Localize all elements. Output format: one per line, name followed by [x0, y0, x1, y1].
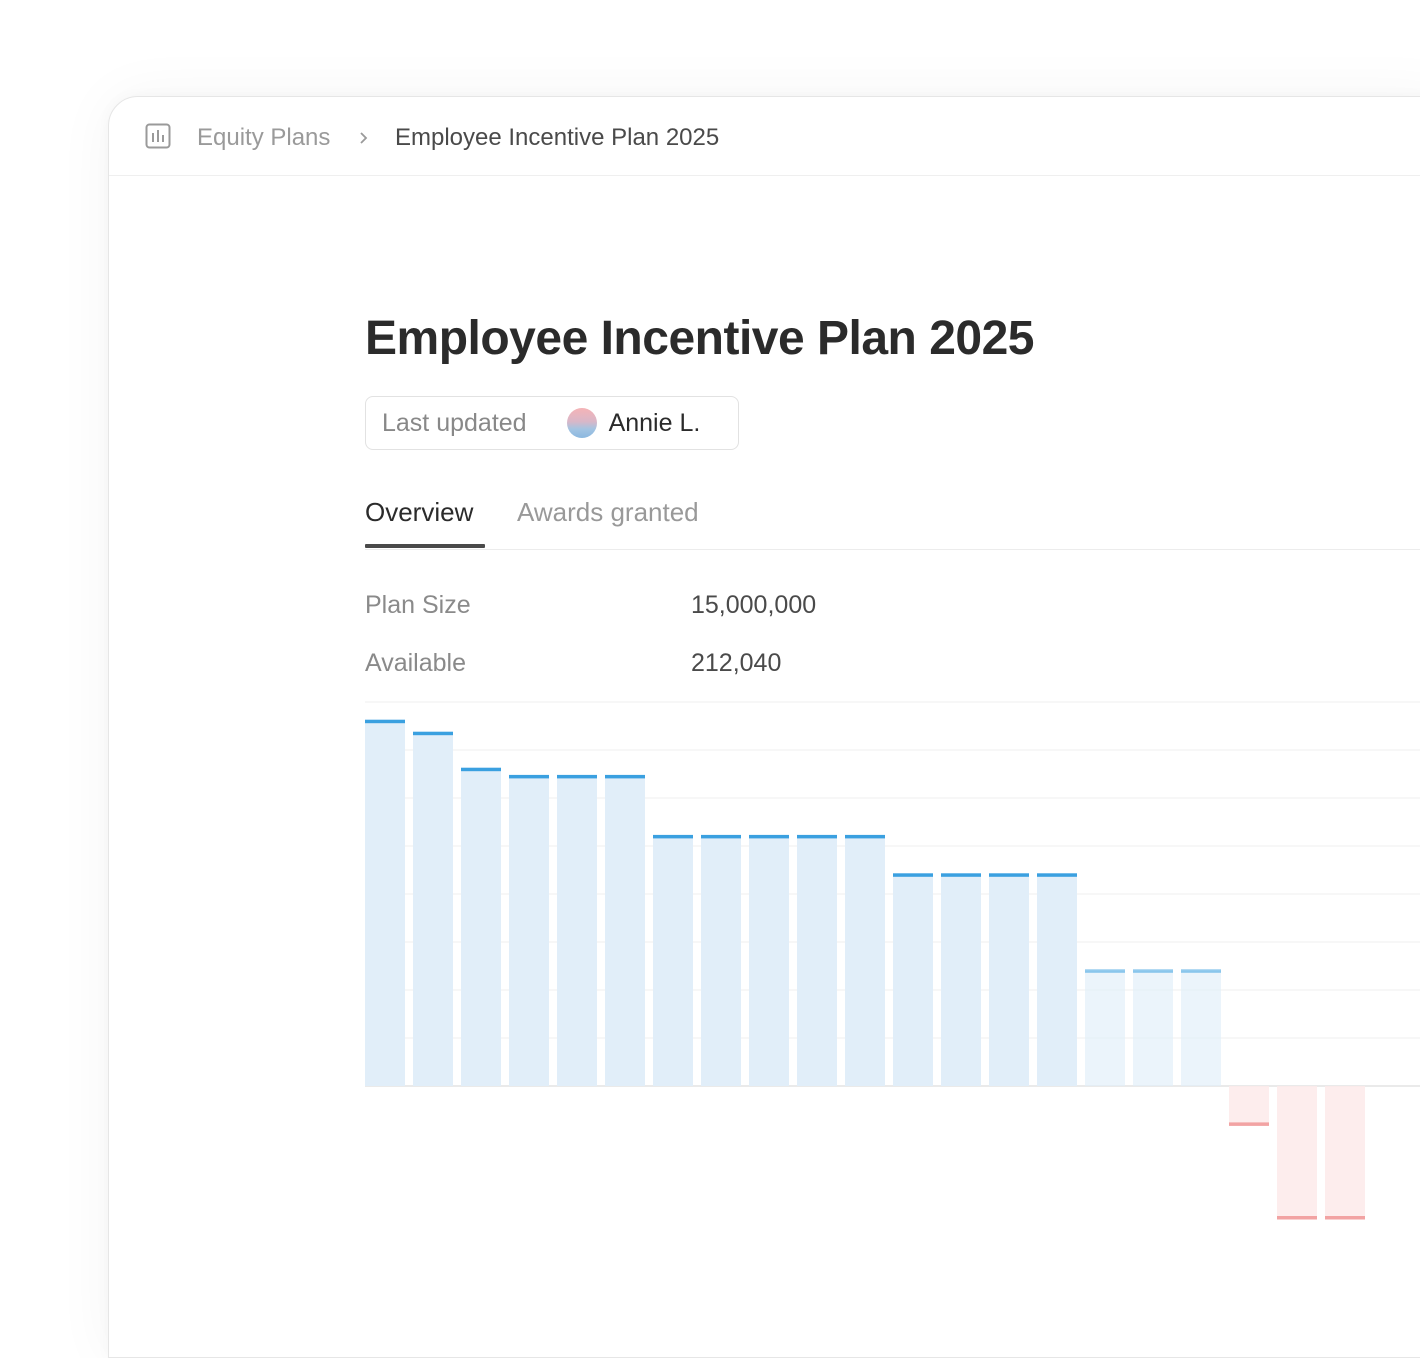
active-tab-indicator — [365, 544, 485, 548]
bar-cap — [1325, 1216, 1365, 1220]
breadcrumb-current: Employee Incentive Plan 2025 — [395, 124, 720, 151]
plan-size-value: 15,000,000 — [691, 591, 817, 619]
chart-bar — [365, 719, 405, 1086]
tab-overview[interactable]: Overview — [365, 497, 474, 527]
bar-cap — [989, 873, 1029, 877]
bar-fill — [605, 776, 645, 1086]
breadcrumb: Equity Plans Employee Incentive Plan 202… — [109, 97, 1420, 176]
bar-cap — [365, 719, 405, 724]
chart-bar — [845, 834, 885, 1086]
avatar — [566, 408, 597, 438]
bar-cap — [1133, 969, 1173, 973]
chart-bar — [1133, 969, 1173, 1086]
bar-fill — [413, 733, 453, 1086]
bar-fill — [1325, 1086, 1365, 1218]
bar-cap — [1277, 1216, 1317, 1220]
bar-fill — [701, 836, 741, 1086]
bar-fill — [509, 776, 549, 1086]
bar-cap — [509, 774, 549, 779]
bar-cap — [605, 774, 645, 779]
last-updated-label: Last updated — [382, 408, 527, 437]
chart-bar — [1325, 1086, 1365, 1220]
bar-cap — [1037, 873, 1077, 877]
chart-bar — [1085, 969, 1125, 1086]
bar-cap — [797, 834, 837, 839]
chevron-right-icon — [360, 132, 368, 144]
chart-bar — [1181, 969, 1221, 1086]
bar-fill — [1277, 1086, 1317, 1218]
tab-awards-granted[interactable]: Awards granted — [517, 497, 699, 527]
bar-fill — [845, 836, 885, 1086]
bar-cap — [461, 767, 501, 772]
plan-size-label: Plan Size — [365, 591, 471, 619]
chart-bar — [605, 774, 645, 1086]
bar-cap — [1085, 969, 1125, 973]
bar-fill — [557, 776, 597, 1086]
bar-cap — [653, 834, 693, 839]
bar-fill — [989, 874, 1029, 1086]
bar-cap — [749, 834, 789, 839]
last-updated-user: Annie L. — [608, 408, 701, 437]
bar-fill — [365, 721, 405, 1086]
bar-cap — [1181, 969, 1221, 973]
bar-fill — [1229, 1086, 1269, 1125]
bar-cap — [893, 873, 933, 877]
bar-cap — [1229, 1122, 1269, 1126]
breadcrumb-equity-plans[interactable]: Equity Plans — [197, 124, 331, 151]
bar-fill — [749, 836, 789, 1086]
last-updated-pill[interactable]: Last updated Annie L. — [365, 396, 739, 450]
chart-bar — [989, 873, 1029, 1086]
bar-fill — [1181, 970, 1221, 1086]
chart-bar — [1229, 1086, 1269, 1126]
bar-fill — [797, 836, 837, 1086]
chart-bar — [509, 774, 549, 1086]
chart-bar — [893, 873, 933, 1086]
bar-chart-icon — [145, 123, 171, 149]
available-value: 212,040 — [691, 649, 782, 677]
bar-fill — [1085, 970, 1125, 1086]
bar-cap — [557, 774, 597, 779]
page-title: Employee Incentive Plan 2025 — [365, 312, 1035, 365]
bar-fill — [461, 769, 501, 1086]
available-label: Available — [365, 649, 467, 677]
chart-bar — [701, 834, 741, 1086]
bar-cap — [413, 731, 453, 736]
tab-bar: Overview Awards granted — [365, 487, 1420, 550]
bar-cap — [941, 873, 981, 877]
chart-bar — [1277, 1086, 1317, 1220]
chart-bar — [1037, 873, 1077, 1086]
chart-bar — [461, 767, 501, 1086]
chart-bar — [749, 834, 789, 1086]
chart-bar — [653, 834, 693, 1086]
waterfall-chart — [365, 701, 1420, 1220]
bar-fill — [1037, 874, 1077, 1086]
chart-bar — [557, 774, 597, 1086]
bar-fill — [893, 874, 933, 1086]
bar-fill — [653, 836, 693, 1086]
bar-fill — [1133, 970, 1173, 1086]
bar-cap — [701, 834, 741, 839]
chart-bar — [797, 834, 837, 1086]
app-window: Equity Plans Employee Incentive Plan 202… — [108, 96, 1420, 1358]
chart-bar — [413, 731, 453, 1086]
chart-bar — [941, 873, 981, 1086]
main-content: Employee Incentive Plan 2025 Last update… — [365, 97, 1420, 1357]
bar-cap — [845, 834, 885, 839]
bar-fill — [941, 874, 981, 1086]
